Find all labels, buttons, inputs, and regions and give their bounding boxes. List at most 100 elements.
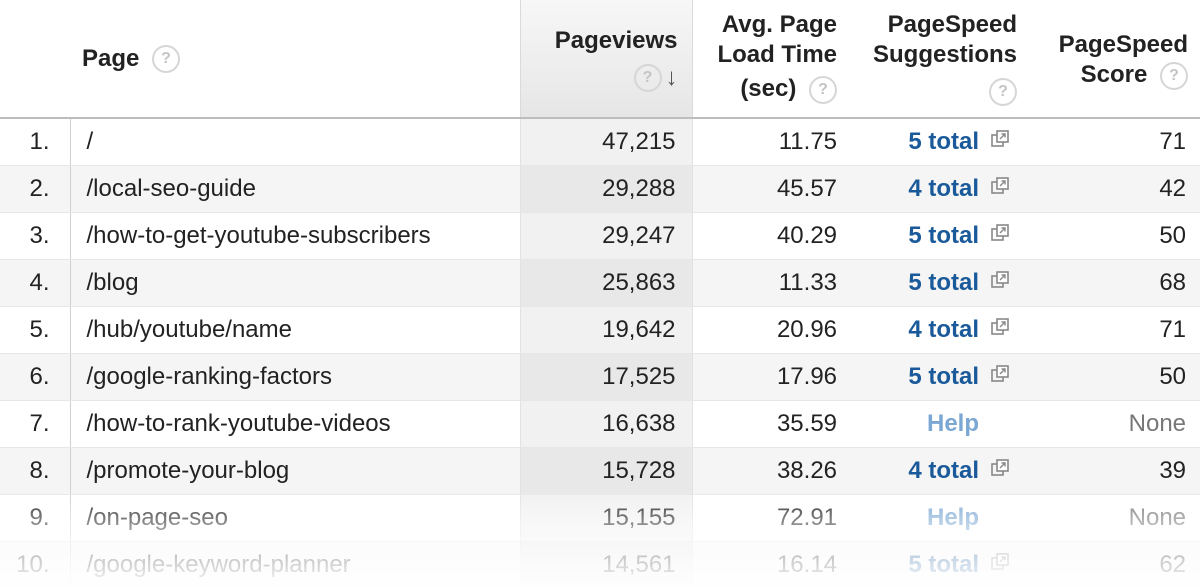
suggestions-cell: 4 total: [855, 447, 1034, 495]
score-value: None: [1033, 494, 1200, 542]
suggestions-cell: 5 total: [855, 353, 1034, 401]
pageviews-value: 29,288: [519, 165, 693, 213]
header-page[interactable]: Page ?: [0, 0, 521, 119]
suggestions-cell: 5 total: [855, 118, 1034, 166]
suggestions-cell: 4 total: [855, 165, 1034, 213]
header-load-time-line1: Avg. Page: [721, 11, 838, 38]
row-number: 6.: [0, 353, 71, 401]
suggestions-link[interactable]: 4 total: [908, 315, 980, 343]
score-value: 71: [1033, 118, 1200, 166]
suggestions-cell: 4 total: [855, 306, 1034, 354]
suggestions-help-link[interactable]: Help: [927, 503, 980, 531]
load-time-value: 38.26: [692, 447, 856, 495]
header-page-label: Page: [82, 44, 140, 72]
page-path-link[interactable]: /how-to-get-youtube-subscribers: [70, 212, 521, 260]
row-number: 7.: [0, 400, 71, 448]
page-path-link[interactable]: /: [70, 118, 521, 166]
score-value: 50: [1033, 212, 1200, 260]
score-value: 71: [1033, 306, 1200, 354]
suggestions-cell: Help: [855, 494, 1034, 542]
external-link-icon[interactable]: [991, 459, 1009, 477]
suggestions-link[interactable]: 5 total: [908, 362, 980, 390]
suggestions-link[interactable]: 5 total: [908, 127, 980, 155]
pageviews-value: 16,638: [519, 400, 693, 448]
sort-descending-icon[interactable]: ↓: [665, 63, 678, 91]
suggestions-cell: Help: [855, 400, 1034, 448]
score-value: 42: [1033, 165, 1200, 213]
score-value: 39: [1033, 447, 1200, 495]
suggestions-link[interactable]: 4 total: [908, 456, 980, 484]
page-path-link[interactable]: /on-page-seo: [70, 494, 521, 542]
suggestions-link[interactable]: 5 total: [908, 268, 980, 296]
table-row: 5. /hub/youtube/name 19,642 20.96 4 tota…: [0, 306, 1200, 354]
external-link-icon[interactable]: [991, 318, 1009, 336]
external-link-icon[interactable]: [991, 224, 1009, 242]
row-number: 2.: [0, 165, 71, 213]
score-help-icon[interactable]: ?: [1160, 61, 1189, 90]
suggestions-link[interactable]: 5 total: [908, 221, 980, 249]
row-number: 1.: [0, 118, 71, 166]
pageviews-value: 14,561: [519, 541, 693, 586]
header-score-line2: Score: [1080, 61, 1148, 88]
pageviews-value: 15,728: [519, 447, 693, 495]
external-link-icon[interactable]: [991, 553, 1009, 571]
score-value: 68: [1033, 259, 1200, 307]
suggestions-link[interactable]: 5 total: [908, 550, 980, 578]
score-value: None: [1033, 400, 1200, 448]
external-link-icon[interactable]: [991, 365, 1009, 383]
suggestions-cell: 5 total: [855, 541, 1034, 586]
row-number: 3.: [0, 212, 71, 260]
suggestions-help-icon[interactable]: ?: [989, 77, 1018, 106]
header-score-line1: PageSpeed: [1058, 31, 1189, 58]
load-time-value: 17.96: [692, 353, 856, 401]
external-link-icon[interactable]: [991, 177, 1009, 195]
header-load-time-line3: (sec): [740, 75, 797, 102]
suggestions-cell: 5 total: [855, 212, 1034, 260]
table-row: 2. /local-seo-guide 29,288 45.57 4 total…: [0, 165, 1200, 213]
row-number: 9.: [0, 494, 71, 542]
load-time-value: 40.29: [692, 212, 856, 260]
header-suggestions[interactable]: PageSpeed Suggestions ?: [855, 0, 1034, 119]
row-number: 5.: [0, 306, 71, 354]
load-time-value: 45.57: [692, 165, 856, 213]
pageviews-help-icon[interactable]: ?: [633, 63, 662, 92]
external-link-icon[interactable]: [991, 271, 1009, 289]
table-row: 10. /google-keyword-planner 14,561 16.14…: [0, 541, 1200, 586]
page-path-link[interactable]: /promote-your-blog: [70, 447, 521, 495]
header-score[interactable]: PageSpeed Score ?: [1033, 0, 1200, 119]
pageviews-value: 17,525: [519, 353, 693, 401]
page-path-link[interactable]: /how-to-rank-youtube-videos: [70, 400, 521, 448]
load-time-value: 11.75: [692, 118, 856, 166]
row-number: 8.: [0, 447, 71, 495]
page-path-link[interactable]: /local-seo-guide: [70, 165, 521, 213]
page-path-link[interactable]: /google-ranking-factors: [70, 353, 521, 401]
header-pageviews[interactable]: Pageviews ? ↓: [519, 0, 693, 119]
load-time-value: 20.96: [692, 306, 856, 354]
header-pageviews-label: Pageviews: [554, 27, 678, 54]
load-time-value: 16.14: [692, 541, 856, 586]
external-link-icon[interactable]: [991, 130, 1009, 148]
score-value: 62: [1033, 541, 1200, 586]
suggestions-link[interactable]: 4 total: [908, 174, 980, 202]
load-time-help-icon[interactable]: ?: [809, 75, 838, 104]
page-path-link[interactable]: /blog: [70, 259, 521, 307]
page-path-link[interactable]: /google-keyword-planner: [70, 541, 521, 586]
table-body: 1. / 47,215 11.75 5 total 71 2. /local-s…: [0, 118, 1200, 586]
load-time-value: 11.33: [692, 259, 856, 307]
header-suggestions-line1: PageSpeed: [887, 11, 1018, 38]
load-time-value: 72.91: [692, 494, 856, 542]
load-time-value: 35.59: [692, 400, 856, 448]
page-path-link[interactable]: /hub/youtube/name: [70, 306, 521, 354]
header-load-time[interactable]: Avg. Page Load Time (sec) ?: [692, 0, 856, 119]
pageviews-value: 25,863: [519, 259, 693, 307]
page-help-icon[interactable]: ?: [152, 45, 181, 74]
table-row: 6. /google-ranking-factors 17,525 17.96 …: [0, 353, 1200, 401]
row-number: 10.: [0, 541, 71, 586]
pageviews-value: 15,155: [519, 494, 693, 542]
suggestions-cell: 5 total: [855, 259, 1034, 307]
pageviews-value: 19,642: [519, 306, 693, 354]
table-row: 7. /how-to-rank-youtube-videos 16,638 35…: [0, 400, 1200, 448]
suggestions-help-link[interactable]: Help: [927, 409, 980, 437]
score-value: 50: [1033, 353, 1200, 401]
